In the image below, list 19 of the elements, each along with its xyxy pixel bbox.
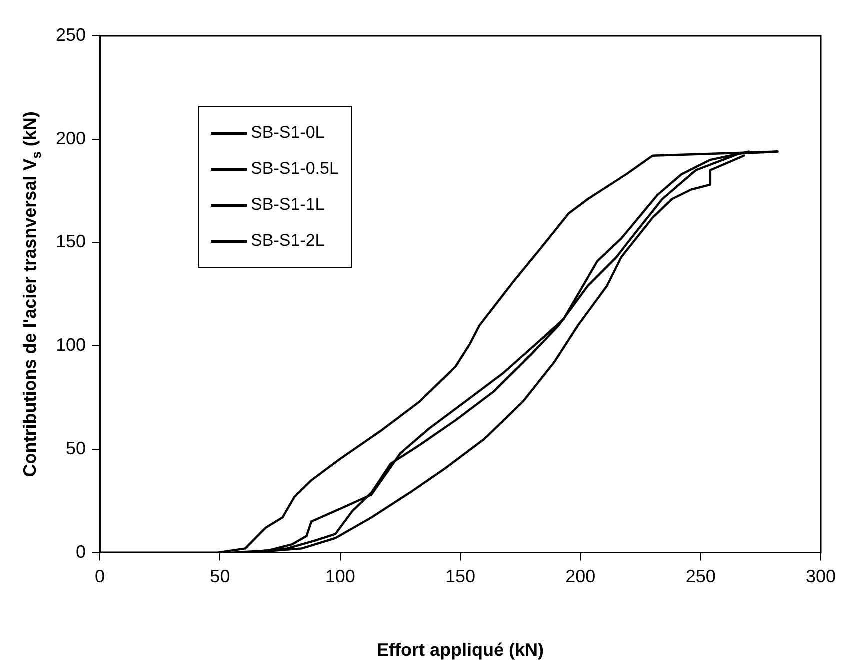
y-tick-label: 50 (66, 438, 86, 458)
x-tick-label: 0 (95, 566, 106, 587)
y-tick-label: 200 (56, 128, 86, 148)
y-tick-label: 150 (56, 232, 86, 252)
legend-label: SB-S1-1L (251, 195, 325, 215)
x-tick-label: 200 (566, 566, 596, 587)
legend-label: SB-S1-2L (251, 231, 325, 251)
x-tick-label: 50 (210, 566, 230, 587)
y-tick-label: 100 (56, 335, 86, 356)
x-tick-label: 300 (806, 566, 836, 587)
x-tick-label: 150 (445, 566, 476, 587)
legend-label: SB-S1-0L (251, 123, 325, 143)
y-axis-title: Contributions de l'acier trasnversal Vs (kN) (20, 112, 44, 478)
x-tick-label: 100 (325, 566, 356, 587)
y-tick-label: 0 (76, 542, 86, 562)
x-tick-label: 250 (686, 566, 716, 587)
legend-label: SB-S1-0.5L (251, 159, 339, 179)
x-axis-title: Effort appliqué (kN) (377, 640, 544, 660)
y-tick-label: 250 (56, 24, 86, 45)
